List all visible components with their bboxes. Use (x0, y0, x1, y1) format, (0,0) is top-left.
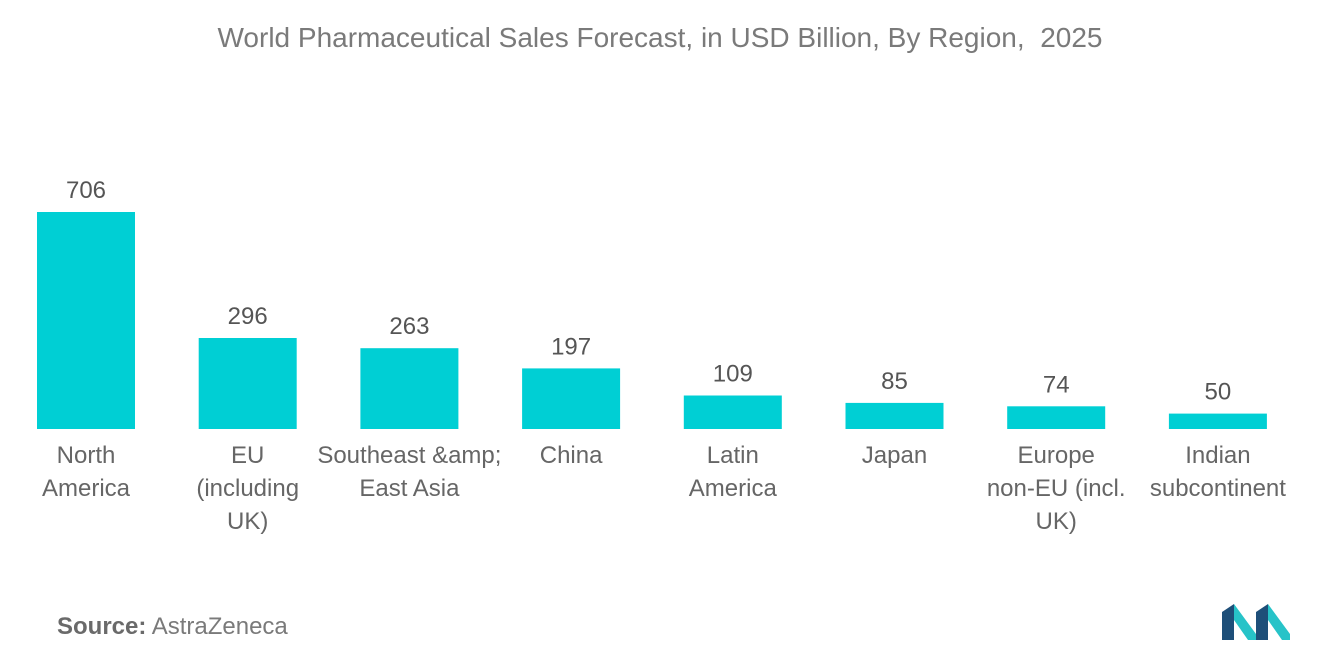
bar-0 (37, 212, 135, 429)
category-label-line: subcontinent (1150, 475, 1286, 502)
value-label-3: 197 (551, 333, 591, 360)
category-label-line: America (689, 475, 778, 502)
logo-shape-right (1268, 604, 1290, 640)
category-label-0: North America (42, 442, 131, 502)
category-label-line: Indian (1185, 442, 1250, 469)
bar-4 (683, 395, 782, 429)
bars-group (37, 212, 1267, 429)
bar-3 (522, 368, 621, 429)
bar-7 (1168, 413, 1267, 429)
bar-6 (1007, 406, 1106, 429)
category-label-4: Latin America (689, 442, 778, 502)
mordor-intelligence-logo-icon (1222, 604, 1290, 640)
category-label-line: Europe (1018, 442, 1095, 469)
chart-title: World Pharmaceutical Sales Forecast, in … (217, 22, 1103, 53)
category-labels-group: North America EU (including UK) Southeast &am… (42, 442, 1286, 535)
category-label-line: EU (231, 442, 264, 469)
category-label-line: non-EU (incl. (987, 475, 1126, 502)
source-value: AstraZeneca (151, 613, 288, 640)
category-label-line: America (42, 475, 131, 502)
value-label-6: 74 (1043, 371, 1070, 398)
logo-shape-left (1222, 604, 1234, 640)
category-label-line: Japan (862, 442, 927, 469)
category-label-6: Europe non-EU (incl. UK) (987, 442, 1126, 535)
category-label-2: Southeast &amp; East Asia (317, 442, 501, 502)
logo-shape-mid (1256, 604, 1268, 640)
value-label-4: 109 (713, 361, 753, 388)
category-label-1: EU (including UK) (196, 442, 299, 535)
bar-2 (360, 348, 459, 429)
bar-5 (845, 402, 944, 429)
category-label-5: Japan (862, 442, 927, 469)
value-labels-group: 706 296 263 197 109 85 74 50 (66, 177, 1231, 406)
category-label-line: China (540, 442, 603, 469)
value-label-1: 296 (228, 303, 268, 330)
category-label-line: UK) (1036, 508, 1077, 535)
value-label-7: 50 (1205, 379, 1232, 406)
category-label-3: China (540, 442, 603, 469)
source-label: Source: (57, 613, 147, 640)
category-label-line: North (57, 442, 116, 469)
value-label-0: 706 (66, 177, 106, 204)
category-label-line: UK) (227, 508, 268, 535)
source-note: Source: AstraZeneca (57, 613, 288, 641)
category-label-line: Latin (707, 442, 759, 469)
bar-chart: 706 296 263 197 109 85 74 50 North America EU (inc… (37, 177, 1286, 535)
category-label-line: Southeast &amp; (317, 442, 501, 469)
category-label-line: East Asia (359, 475, 460, 502)
value-label-5: 85 (881, 368, 908, 395)
bar-1 (198, 338, 297, 429)
category-label-7: Indian subcontinent (1150, 442, 1286, 502)
logo-shape-diag (1234, 604, 1256, 640)
value-label-2: 263 (389, 313, 429, 340)
category-label-line: (including (196, 475, 299, 502)
